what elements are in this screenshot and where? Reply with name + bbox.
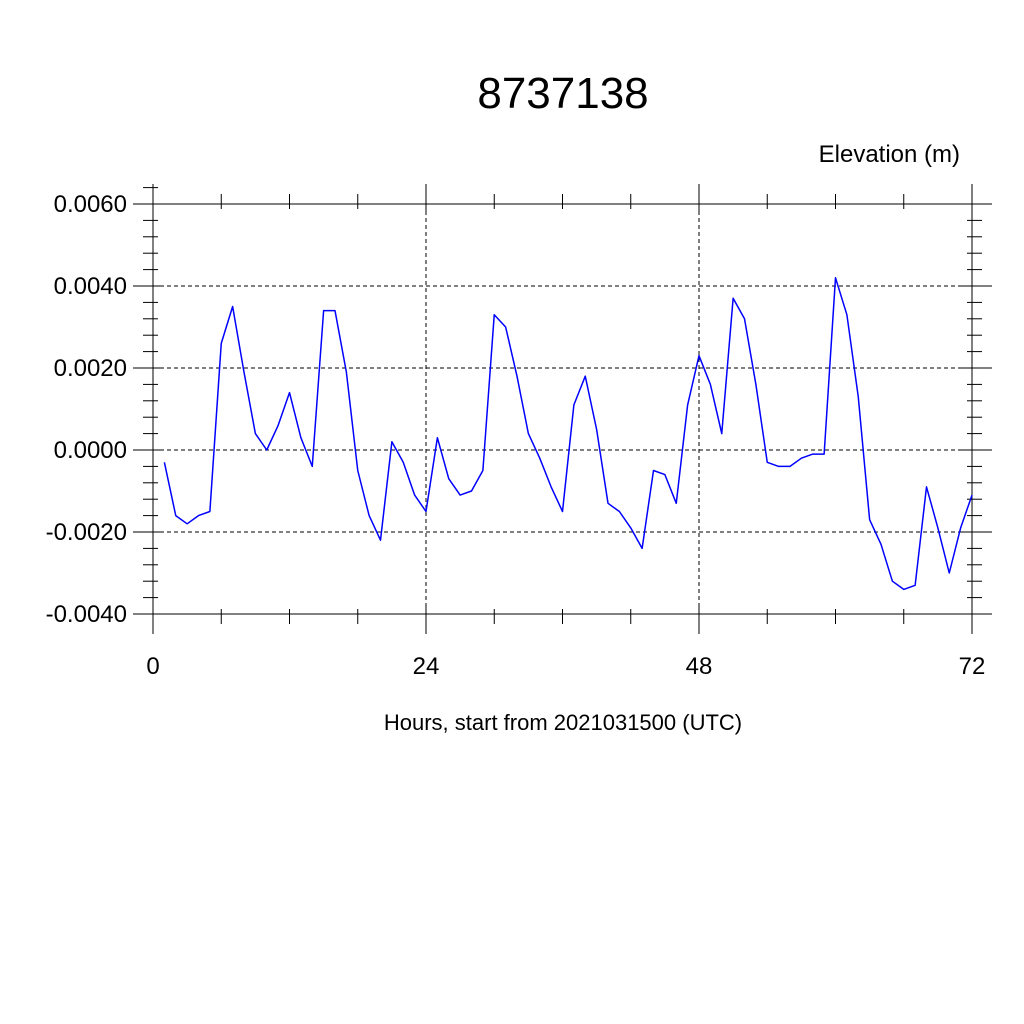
series-line [163,277,973,591]
chart-title: 8737138 [477,69,648,118]
plot-border [152,203,973,615]
y-tick-label: -0.0020 [46,519,127,546]
y-tick-label: 0.0060 [54,191,127,218]
y-tick-label: 0.0040 [54,273,127,300]
grid [153,203,972,615]
y-tick-label: 0.0000 [54,437,127,464]
x-tick-label: 24 [413,653,440,680]
x-tick-label: 48 [686,653,713,680]
plot-frame [152,203,973,615]
x-tick-label: 72 [959,653,986,680]
axis-ticks [133,184,992,634]
series-layer [163,277,973,591]
x-tick-label: 0 [146,653,159,680]
y-axis-label: Elevation (m) [819,141,960,168]
y-tick-label: -0.0040 [46,601,127,628]
x-axis-label: Hours, start from 2021031500 (UTC) [384,710,742,735]
y-tick-label: 0.0020 [54,355,127,382]
tick-labels: -0.0040 -0.0020 0.0000 0.0020 0.0040 0.0060 0 2… [46,191,986,680]
